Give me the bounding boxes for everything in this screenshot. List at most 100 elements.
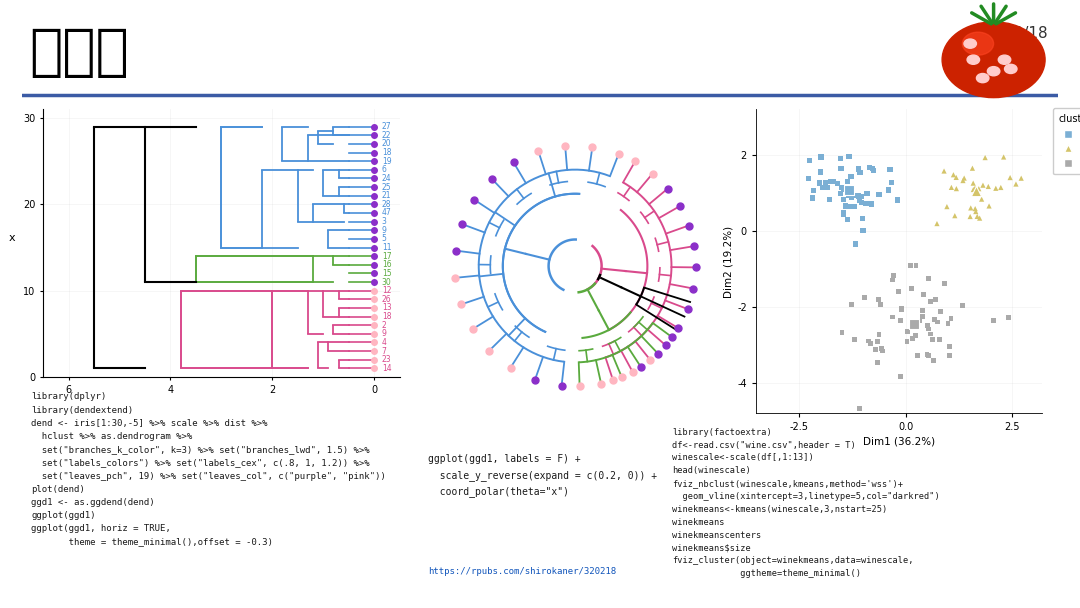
Point <box>821 195 838 204</box>
Point <box>853 214 870 224</box>
Point <box>967 183 984 193</box>
Point <box>814 182 832 192</box>
Point <box>912 316 929 326</box>
Point <box>935 166 953 176</box>
Point <box>828 179 846 188</box>
Legend: 1, 2, 3: 1, 2, 3 <box>1053 108 1080 174</box>
Point <box>842 300 860 309</box>
Point <box>961 212 978 221</box>
Point <box>962 203 980 213</box>
Text: 15: 15 <box>382 269 391 278</box>
Text: 10/18: 10/18 <box>1004 26 1048 41</box>
Y-axis label: Dim2 (19.2%): Dim2 (19.2%) <box>723 226 733 297</box>
Point <box>842 193 860 202</box>
Point <box>840 202 858 212</box>
Text: 2: 2 <box>382 320 387 330</box>
Circle shape <box>987 67 1000 76</box>
Point <box>846 335 863 345</box>
Text: 13: 13 <box>382 303 391 313</box>
Point <box>970 184 987 193</box>
Point <box>822 177 839 187</box>
Point <box>907 330 924 340</box>
Point <box>851 195 868 205</box>
Point <box>851 167 868 177</box>
Point <box>967 186 984 196</box>
Text: 23: 23 <box>382 355 391 364</box>
Point <box>899 337 916 347</box>
Point <box>946 211 963 221</box>
Point <box>862 339 879 348</box>
Point <box>853 192 870 201</box>
Point <box>1041 356 1058 365</box>
Point <box>902 260 919 270</box>
Point <box>869 358 887 367</box>
Point <box>907 261 924 271</box>
Text: 21: 21 <box>382 192 391 200</box>
Point <box>889 195 906 205</box>
Point <box>929 219 946 229</box>
Point <box>850 192 867 201</box>
Point <box>863 199 880 209</box>
Text: 19: 19 <box>382 157 391 166</box>
Point <box>858 199 875 209</box>
Point <box>943 314 960 323</box>
Point <box>932 306 949 316</box>
Point <box>881 165 899 174</box>
Point <box>835 209 852 219</box>
Text: 30: 30 <box>382 277 392 286</box>
Point <box>819 182 836 192</box>
Point <box>816 178 834 187</box>
Point <box>974 181 991 190</box>
Text: 5: 5 <box>382 235 387 243</box>
Point <box>838 215 855 225</box>
Point <box>915 290 932 300</box>
Circle shape <box>1004 64 1017 74</box>
Text: 47: 47 <box>382 209 392 218</box>
Point <box>899 326 916 336</box>
Point <box>854 226 872 236</box>
Point <box>811 178 828 188</box>
Point <box>835 195 852 204</box>
Point <box>941 342 958 352</box>
Text: 4: 4 <box>382 338 387 347</box>
Point <box>873 344 890 353</box>
Point <box>927 294 944 304</box>
Point <box>835 207 852 217</box>
Point <box>883 312 901 322</box>
Text: ggplot(ggd1, labels = F) +
  scale_y_reverse(expand = c(0.2, 0)) +
  coord_polar: ggplot(ggd1, labels = F) + scale_y_rever… <box>429 454 658 497</box>
Point <box>860 336 877 346</box>
Point <box>867 345 885 354</box>
Point <box>880 185 897 195</box>
Point <box>945 170 962 179</box>
Circle shape <box>942 22 1045 98</box>
Point <box>1013 173 1030 183</box>
Point <box>850 164 867 174</box>
Point <box>993 182 1010 192</box>
Point <box>967 204 984 213</box>
Point <box>865 165 882 175</box>
Text: 28: 28 <box>382 200 391 209</box>
Point <box>920 324 937 334</box>
Point <box>893 304 910 314</box>
Point <box>805 193 822 203</box>
Point <box>981 201 998 211</box>
Point <box>914 306 931 316</box>
Point <box>848 191 865 201</box>
FancyArrowPatch shape <box>981 6 993 23</box>
Point <box>948 184 966 193</box>
Text: 9: 9 <box>382 330 387 338</box>
Point <box>882 178 900 187</box>
Point <box>870 295 888 305</box>
Text: library(dplyr)
library(dendextend)
dend <- iris[1:30,-5] %>% scale %>% dist %>%
: library(dplyr) library(dendextend) dend … <box>31 392 386 547</box>
Point <box>920 351 937 361</box>
Point <box>995 152 1012 162</box>
Point <box>924 356 942 365</box>
Circle shape <box>998 55 1011 64</box>
Point <box>919 320 936 330</box>
Point <box>964 178 982 188</box>
Point <box>812 152 829 162</box>
Point <box>824 177 841 187</box>
Point <box>853 198 870 207</box>
Text: library(factoextra)
df<-read.csv("wine.csv",header = T)
winescale<-scale(df[,1:1: library(factoextra) df<-read.csv("wine.c… <box>672 428 940 578</box>
Text: 聚类图: 聚类图 <box>30 26 130 80</box>
